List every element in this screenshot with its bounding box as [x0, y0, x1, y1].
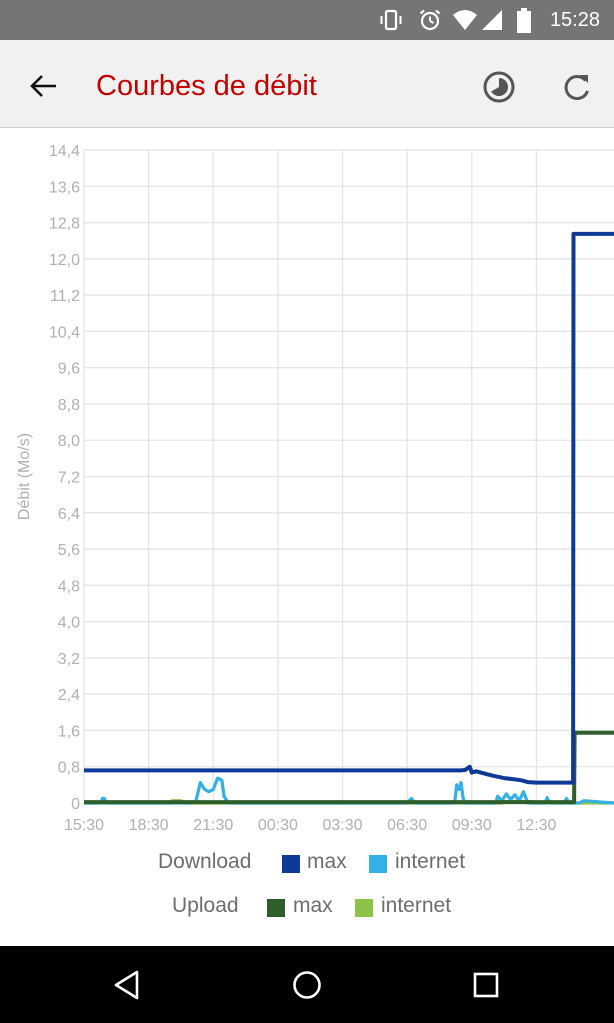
- y-tick-label: 8,8: [58, 397, 80, 414]
- y-tick-label: 10,4: [49, 324, 80, 341]
- battery-icon: [516, 8, 532, 39]
- status-bar: 15:28: [0, 0, 614, 40]
- legend-upload-max-label[interactable]: max: [293, 894, 333, 917]
- legend-download-max-swatch[interactable]: [282, 855, 300, 873]
- x-tick-label: 03:30: [323, 817, 363, 834]
- back-button[interactable]: [22, 64, 66, 108]
- nav-back-icon: [114, 970, 139, 1000]
- app-bar: Courbes de débit: [0, 40, 614, 128]
- y-tick-label: 13,6: [49, 179, 80, 196]
- legend-download-max-label[interactable]: max: [307, 850, 347, 873]
- y-tick-label: 0: [71, 796, 80, 813]
- y-tick-label: 4,0: [58, 615, 80, 632]
- nav-home-icon: [293, 971, 321, 999]
- y-tick-label: 8,0: [58, 433, 80, 450]
- legend-upload-internet-swatch[interactable]: [355, 899, 373, 917]
- nav-recents-icon: [473, 972, 499, 998]
- y-tick-label: 2,4: [58, 687, 80, 704]
- page-title: Courbes de débit: [96, 70, 317, 102]
- x-tick-label: 09:30: [452, 817, 492, 834]
- legend-upload-label: Upload: [172, 894, 239, 917]
- y-tick-label: 5,6: [58, 542, 80, 559]
- legend-download-row: Download max internet: [0, 850, 614, 880]
- legend-download-label: Download: [158, 850, 252, 873]
- y-tick-label: 0,8: [58, 760, 80, 777]
- y-tick-label: 3,2: [58, 651, 80, 668]
- nav-home-button[interactable]: [286, 964, 328, 1006]
- wifi-icon: [452, 8, 478, 37]
- legend-download-internet-label[interactable]: internet: [395, 850, 466, 873]
- y-tick-label: 9,6: [58, 361, 80, 378]
- y-tick-label: 1,6: [58, 723, 80, 740]
- history-button[interactable]: [478, 66, 520, 108]
- legend-upload-internet-label[interactable]: internet: [381, 894, 452, 917]
- x-tick-label: 06:30: [387, 817, 427, 834]
- x-tick-label: 00:30: [258, 817, 298, 834]
- x-tick-label: 18:30: [129, 817, 169, 834]
- y-tick-label: 14,4: [49, 143, 80, 160]
- nav-recents-button[interactable]: [465, 964, 507, 1006]
- y-tick-label: 12,8: [49, 216, 80, 233]
- legend-upload-max-swatch[interactable]: [267, 899, 285, 917]
- legend-download-internet-swatch[interactable]: [369, 855, 387, 873]
- y-axis-label: Débit (Mo/s): [16, 433, 33, 520]
- y-tick-label: 12,0: [49, 252, 80, 269]
- refresh-icon: [564, 75, 589, 101]
- refresh-button[interactable]: [556, 66, 598, 108]
- y-tick-label: 11,2: [50, 288, 80, 305]
- series-line-download-max: [84, 231, 614, 785]
- history-icon: [483, 71, 515, 103]
- status-time: 15:28: [549, 9, 600, 31]
- x-tick-label: 21:30: [193, 817, 233, 834]
- nav-back-button[interactable]: [106, 964, 148, 1006]
- alarm-icon: [418, 8, 442, 37]
- y-tick-label: 6,4: [58, 506, 80, 523]
- y-tick-label: 7,2: [58, 470, 80, 487]
- arrow-back-icon: [30, 75, 56, 97]
- y-tick-label: 4,8: [58, 578, 80, 595]
- vibrate-icon: [378, 8, 404, 37]
- signal-icon: [480, 8, 504, 37]
- legend-upload-row: Upload max internet: [0, 894, 614, 924]
- throughput-chart: 0 0,8 1,6 2,4 3,2 4,0 4,8 5,6 6,4 7,2 8,0 8,8 9,6 10,…: [16, 143, 614, 834]
- chart-area: 0 0,8 1,6 2,4 3,2 4,0 4,8 5,6 6,4 7,2 8,0 8,8 9,6 10,…: [0, 128, 614, 946]
- series-line-upload-max: [84, 730, 614, 805]
- x-tick-label: 15:30: [64, 817, 104, 834]
- x-tick-label: 12:30: [516, 817, 556, 834]
- nav-bar: [0, 946, 614, 1023]
